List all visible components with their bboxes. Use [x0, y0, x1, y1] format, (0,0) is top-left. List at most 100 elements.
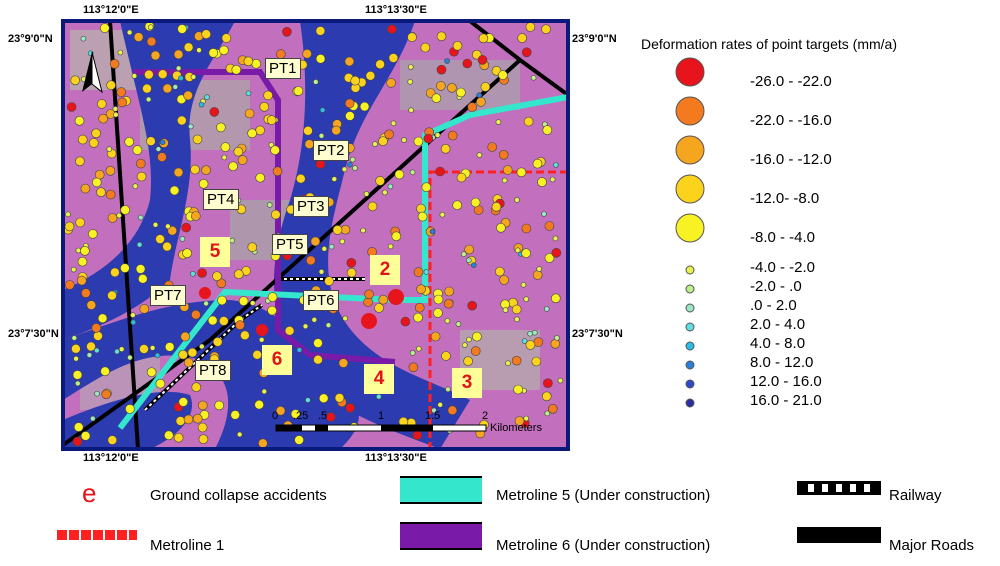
point-target [77, 134, 88, 145]
legend-rate-symbol [675, 96, 705, 126]
point-target [65, 211, 71, 218]
point-target [523, 415, 530, 422]
point-target [513, 384, 523, 395]
point-target [544, 253, 555, 263]
point-target [249, 300, 256, 306]
point-target [240, 330, 250, 341]
point-target [444, 317, 451, 324]
point-target [477, 55, 488, 65]
point-target [439, 211, 446, 218]
point-target [502, 165, 513, 175]
point-target [436, 81, 446, 91]
ground-collapse-symbol: e [82, 478, 97, 508]
point-target [252, 349, 263, 360]
zone-label: 4 [364, 364, 394, 394]
point-target [409, 169, 416, 176]
point-target [467, 102, 478, 112]
point-target [116, 87, 127, 97]
point-target [162, 83, 173, 94]
railway-swatch [797, 481, 881, 495]
legend-rate-symbol [675, 213, 705, 243]
point-target [554, 335, 560, 341]
point-target [187, 347, 198, 358]
point-target [543, 378, 553, 389]
point-target [413, 267, 424, 277]
legend-rate-symbol [675, 135, 705, 165]
point-target [550, 338, 561, 349]
point-target [190, 74, 197, 80]
point-target [238, 296, 249, 306]
point-target [346, 257, 357, 268]
pt-label: PT1 [265, 58, 301, 79]
point-target [517, 33, 527, 43]
point-target [125, 404, 135, 414]
point-target [421, 182, 432, 192]
point-target [455, 321, 462, 327]
point-target [423, 269, 430, 275]
point-target [543, 306, 550, 312]
point-target [172, 84, 179, 90]
point-target [530, 75, 537, 81]
point-target [416, 203, 426, 214]
lat-label-right-top: 23°9'0"N [572, 33, 617, 45]
scale-tick: 2 [482, 410, 489, 422]
point-target [221, 33, 232, 43]
point-target [199, 343, 205, 350]
point-target [401, 137, 407, 143]
point-target [107, 290, 117, 301]
point-target [116, 212, 122, 219]
point-target [487, 142, 498, 152]
point-target [235, 320, 245, 330]
point-target [495, 119, 502, 125]
point-target [192, 134, 203, 145]
point-target [429, 228, 436, 235]
legend-rate-label: 4.0 - 8.0 [750, 335, 806, 352]
point-target [499, 275, 509, 285]
point-target [375, 59, 385, 70]
point-target [191, 211, 201, 221]
point-target [462, 58, 473, 69]
point-target [147, 24, 154, 31]
point-target [525, 340, 536, 350]
point-target [101, 389, 111, 400]
point-target [470, 346, 481, 356]
metroline-1-swatch [57, 530, 137, 540]
point-target [70, 75, 80, 86]
point-target [502, 307, 509, 313]
point-target [344, 56, 355, 67]
point-target [390, 120, 397, 127]
point-target [216, 122, 226, 133]
point-target [436, 31, 447, 42]
point-target [181, 222, 191, 233]
point-target [157, 69, 168, 79]
point-target [117, 97, 127, 108]
point-target [201, 165, 211, 175]
metroline-6-swatch [400, 522, 482, 550]
point-target [183, 42, 194, 53]
point-target [498, 70, 508, 80]
legend-rate-symbol [685, 265, 695, 275]
point-target [461, 342, 468, 348]
legend-title: Deformation rates of point targets (mm/a… [641, 36, 897, 52]
point-target [80, 183, 91, 194]
point-target [387, 183, 394, 190]
point-target [476, 97, 486, 107]
point-target [190, 270, 196, 277]
legend-symbols [675, 57, 705, 408]
metroline-5-swatch [400, 476, 482, 504]
point-target [272, 166, 283, 177]
point-target [537, 177, 547, 187]
legend-railway: Railway [889, 487, 942, 504]
point-target [139, 304, 150, 314]
point-target [384, 129, 394, 140]
point-target [105, 166, 116, 176]
point-target [146, 36, 157, 47]
point-target [302, 48, 312, 59]
point-target [341, 166, 348, 173]
scale-bar [275, 424, 487, 432]
point-target [177, 24, 187, 34]
point-target [375, 393, 382, 400]
point-target [521, 248, 531, 258]
point-target [86, 341, 96, 352]
point-target [89, 138, 99, 148]
